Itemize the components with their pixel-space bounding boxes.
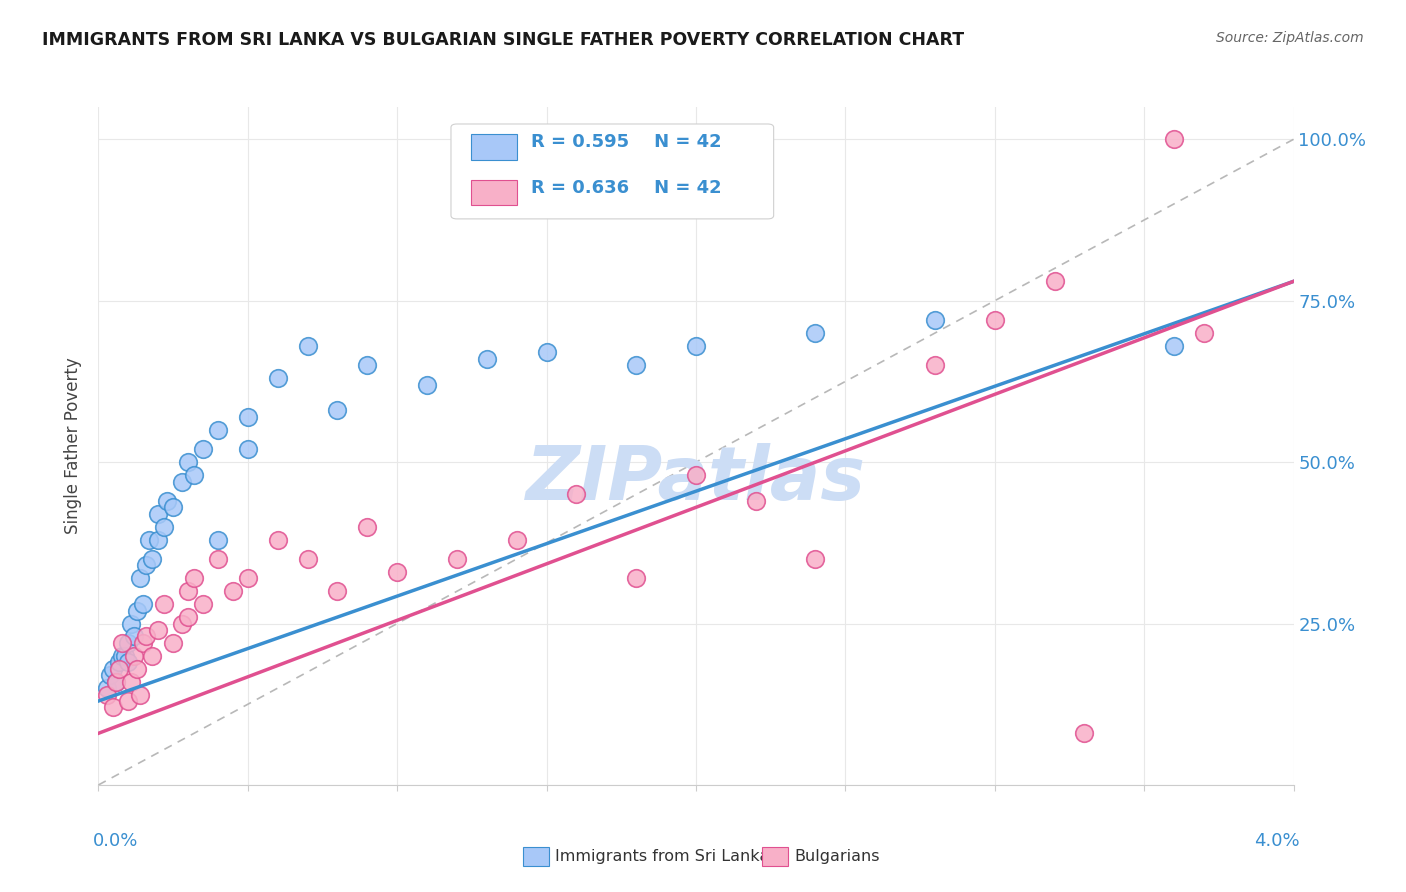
Point [207, 552, 229, 566]
Y-axis label: Single Father Poverty: Single Father Poverty [65, 358, 83, 534]
Point [191, 597, 214, 611]
Bar [523, 847, 548, 866]
Point [326, 584, 349, 599]
Point [141, 648, 163, 663]
Point [132, 636, 155, 650]
Text: 0.0%: 0.0% [93, 832, 138, 850]
Point [162, 500, 184, 515]
Point [267, 533, 290, 547]
Point [127, 604, 149, 618]
Point [1163, 132, 1185, 146]
Point [191, 442, 214, 457]
Point [183, 571, 205, 585]
Point [124, 648, 146, 663]
Point [108, 662, 131, 676]
Point [177, 610, 200, 624]
Point [267, 371, 290, 385]
Point [565, 487, 588, 501]
Text: Source: ZipAtlas.com: Source: ZipAtlas.com [1216, 31, 1364, 45]
Point [135, 630, 157, 644]
Point [138, 533, 160, 547]
Point [326, 403, 349, 417]
Bar [762, 847, 787, 866]
Point [177, 455, 200, 469]
Point [236, 409, 259, 424]
Point [96, 688, 118, 702]
Point [924, 313, 946, 327]
Point [804, 552, 827, 566]
Point [626, 571, 648, 585]
Point [105, 674, 128, 689]
Point [685, 339, 707, 353]
Point [162, 636, 184, 650]
Point [172, 475, 194, 489]
Point [536, 345, 558, 359]
Text: Immigrants from Sri Lanka: Immigrants from Sri Lanka [555, 848, 769, 863]
Text: 4.0%: 4.0% [1254, 832, 1299, 850]
Point [745, 494, 768, 508]
Point [117, 636, 139, 650]
Point [356, 359, 378, 373]
Point [153, 597, 176, 611]
Point [124, 630, 146, 644]
Point [129, 688, 152, 702]
Point [207, 423, 229, 437]
Point [685, 468, 707, 483]
Point [117, 694, 139, 708]
Bar [471, 134, 517, 160]
Point [148, 507, 170, 521]
Point [132, 597, 155, 611]
Point [297, 552, 319, 566]
Point [506, 533, 529, 547]
Point [172, 616, 194, 631]
Point [236, 571, 259, 585]
Point [236, 442, 259, 457]
Text: R = 0.595    N = 42: R = 0.595 N = 42 [531, 133, 721, 152]
Point [111, 636, 134, 650]
Point [207, 533, 229, 547]
Point [120, 674, 142, 689]
Point [108, 655, 131, 669]
Point [924, 359, 946, 373]
Point [129, 571, 152, 585]
Point [117, 655, 139, 669]
FancyBboxPatch shape [451, 124, 773, 219]
Point [127, 662, 149, 676]
Point [103, 700, 125, 714]
Bar [471, 179, 517, 205]
Point [148, 533, 170, 547]
Point [1192, 326, 1215, 340]
Point [984, 313, 1007, 327]
Point [804, 326, 827, 340]
Point [120, 616, 142, 631]
Point [1073, 726, 1095, 740]
Point [135, 558, 157, 573]
Text: ZIPatlas: ZIPatlas [526, 443, 866, 516]
Point [153, 519, 176, 533]
Point [103, 662, 125, 676]
Point [1163, 339, 1185, 353]
Point [475, 351, 498, 366]
Point [297, 339, 319, 353]
Point [416, 377, 439, 392]
Point [111, 648, 134, 663]
Point [222, 584, 245, 599]
Point [183, 468, 205, 483]
Point [626, 359, 648, 373]
Text: Bulgarians: Bulgarians [794, 848, 880, 863]
Point [1043, 274, 1066, 288]
Point [98, 668, 122, 682]
Point [356, 519, 378, 533]
Point [96, 681, 118, 695]
Text: R = 0.636    N = 42: R = 0.636 N = 42 [531, 179, 721, 197]
Text: IMMIGRANTS FROM SRI LANKA VS BULGARIAN SINGLE FATHER POVERTY CORRELATION CHART: IMMIGRANTS FROM SRI LANKA VS BULGARIAN S… [42, 31, 965, 49]
Point [446, 552, 468, 566]
Point [141, 552, 163, 566]
Point [177, 584, 200, 599]
Point [148, 623, 170, 637]
Point [105, 674, 128, 689]
Point [385, 565, 409, 579]
Point [156, 494, 179, 508]
Point [114, 648, 136, 663]
